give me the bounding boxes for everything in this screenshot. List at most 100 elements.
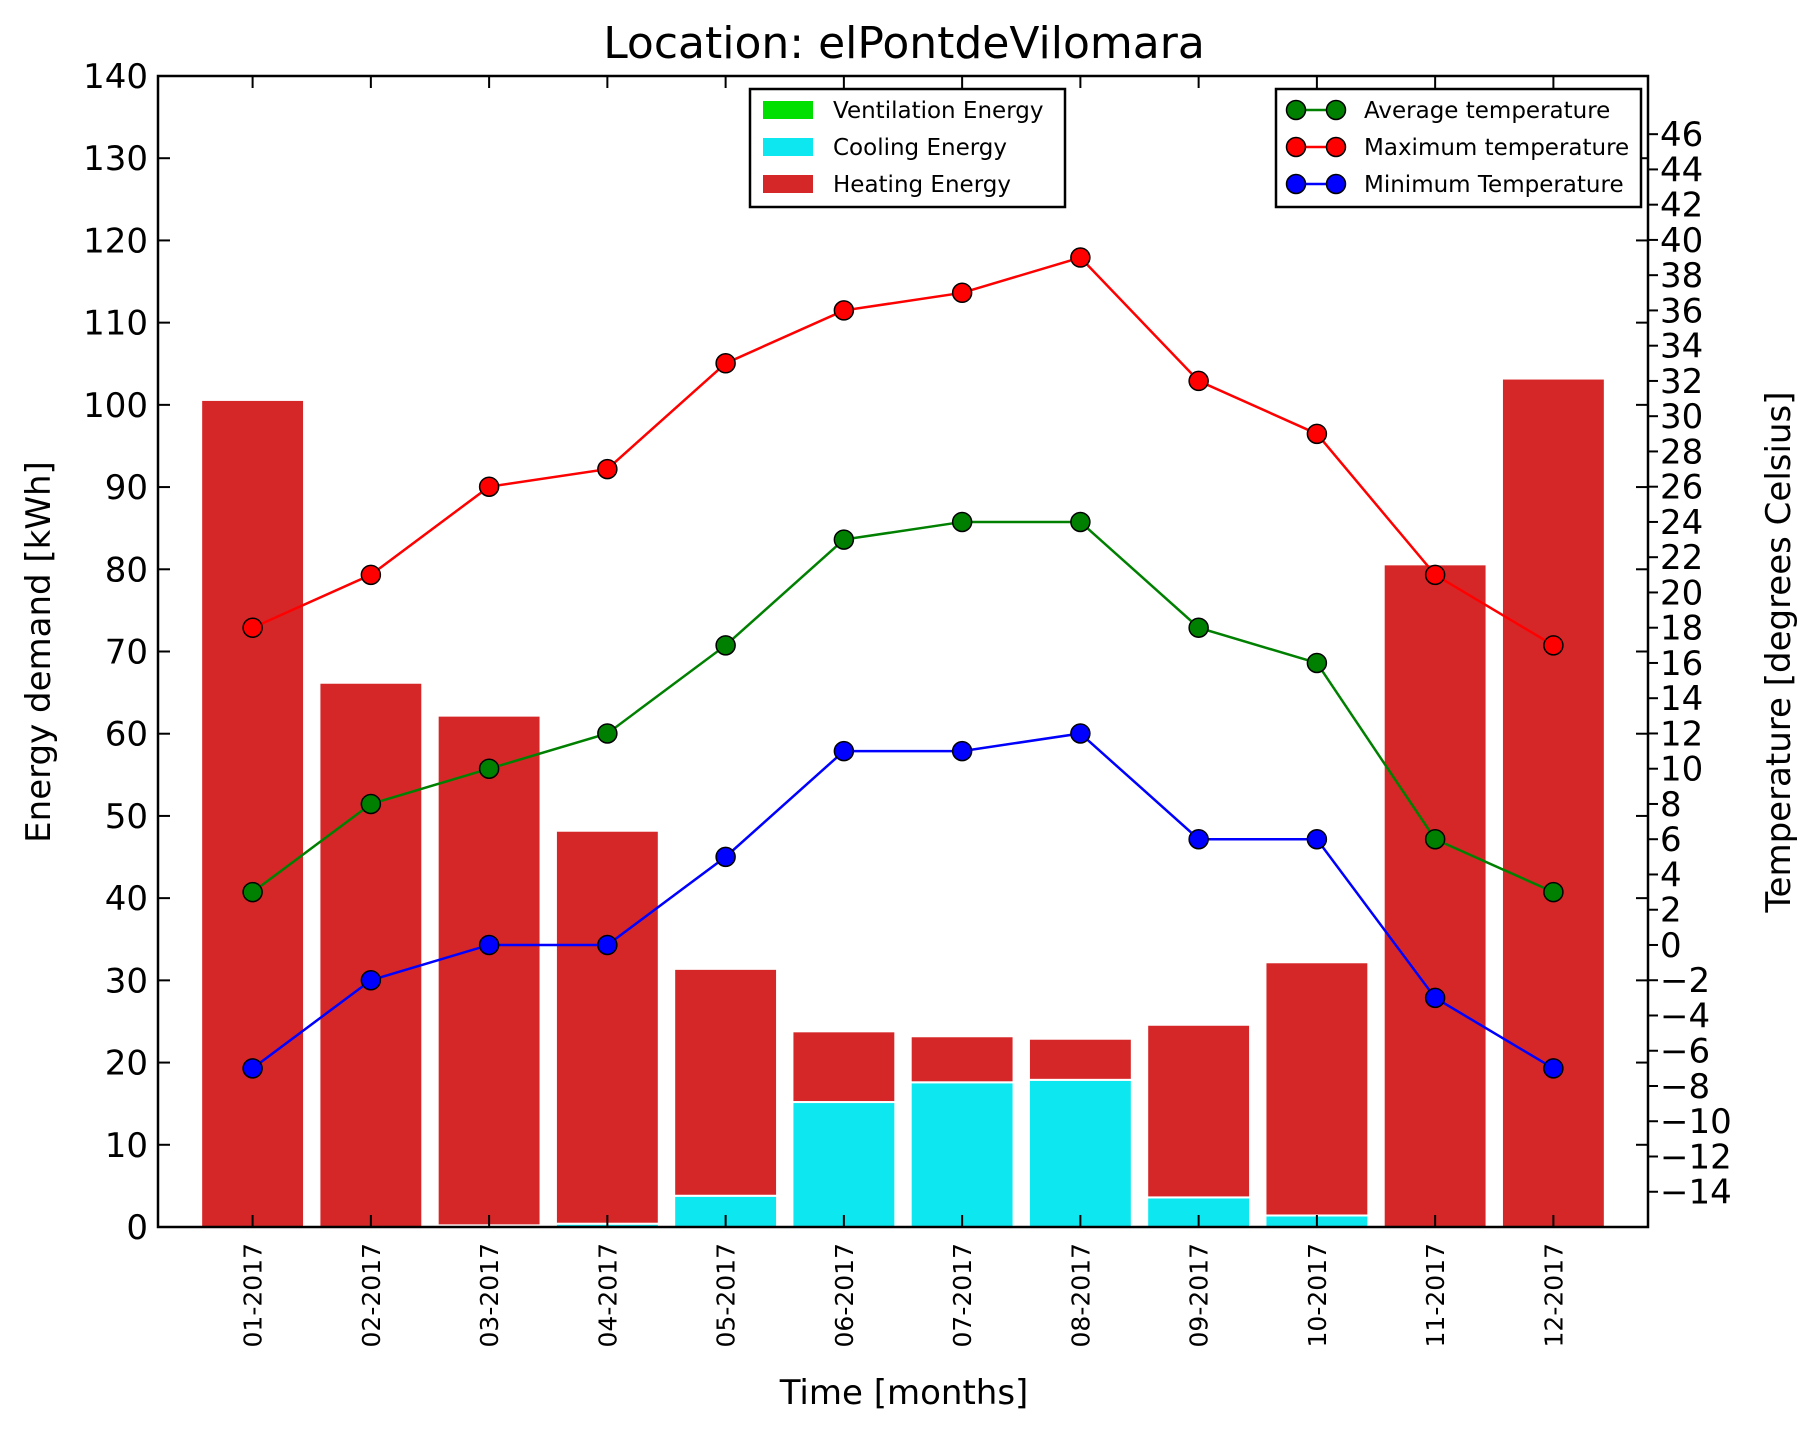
bar-heating-energy-04-2017 bbox=[554, 829, 660, 1225]
point-minimum-temperature-06-2017 bbox=[833, 740, 855, 762]
energy-legend: Ventilation Energy Cooling Energy Heating … bbox=[748, 87, 1067, 209]
y-tick-label-right: 18 bbox=[1660, 609, 1703, 649]
y-tick-label-right: −10 bbox=[1660, 1102, 1732, 1142]
x-tick-label-04-2017: 04-2017 bbox=[593, 1243, 622, 1347]
point-maximum-temperature-07-2017 bbox=[951, 282, 973, 304]
point-average-temperature-09-2017 bbox=[1188, 617, 1209, 638]
chart-title: Location: elPontdeVilomara bbox=[603, 18, 1205, 69]
legend-label-average-temperature: Average temperature bbox=[1364, 98, 1610, 124]
y-tick-label-right: 28 bbox=[1660, 432, 1703, 472]
legend-label-ventilation-energy: Ventilation Energy bbox=[833, 98, 1043, 124]
y-tick-label-right: 22 bbox=[1660, 538, 1703, 578]
x-tick-label-03-2017: 03-2017 bbox=[475, 1243, 504, 1347]
y-tick-label-right: 14 bbox=[1660, 679, 1703, 719]
point-average-temperature-04-2017 bbox=[597, 723, 618, 744]
y-tick-label-right: 26 bbox=[1660, 468, 1703, 508]
x-tick-label-09-2017: 09-2017 bbox=[1185, 1243, 1214, 1347]
y-tick-label-right: 42 bbox=[1660, 186, 1703, 226]
y-tick-label-left: 120 bbox=[83, 221, 148, 261]
line-average-temperature bbox=[251, 520, 1554, 894]
legend-label-cooling-energy: Cooling Energy bbox=[833, 135, 1007, 161]
y-tick-label-right: −4 bbox=[1660, 996, 1710, 1036]
point-average-temperature-08-2017 bbox=[1070, 511, 1091, 533]
y-tick-label-right: −14 bbox=[1660, 1173, 1732, 1213]
y-tick-label-left: 10 bbox=[105, 1126, 148, 1166]
x-tick-label-07-2017: 07-2017 bbox=[948, 1243, 977, 1347]
legend-swatch-heating-energy bbox=[763, 175, 813, 193]
y-tick-label-left: 140 bbox=[83, 57, 148, 97]
point-minimum-temperature-12-2017 bbox=[1543, 1058, 1564, 1079]
point-minimum-temperature-03-2017 bbox=[478, 934, 500, 956]
legend-swatch-cooling-energy bbox=[763, 138, 813, 156]
y-tick-label-left: 30 bbox=[105, 961, 148, 1001]
point-maximum-temperature-11-2017 bbox=[1424, 564, 1446, 586]
point-maximum-temperature-01-2017 bbox=[242, 617, 263, 638]
y-tick-label-right: 38 bbox=[1660, 256, 1703, 296]
point-minimum-temperature-08-2017 bbox=[1070, 723, 1091, 744]
bar-heating-energy-09-2017 bbox=[1146, 1023, 1252, 1199]
point-average-temperature-01-2017 bbox=[242, 881, 263, 903]
bar-cooling-energy-08-2017 bbox=[1027, 1078, 1133, 1228]
point-minimum-temperature-01-2017 bbox=[242, 1058, 263, 1079]
y-tick-label-right: 44 bbox=[1660, 150, 1703, 190]
point-average-temperature-02-2017 bbox=[360, 793, 382, 815]
point-average-temperature-10-2017 bbox=[1306, 652, 1328, 674]
y-tick-label-right: 36 bbox=[1660, 291, 1703, 331]
point-minimum-temperature-02-2017 bbox=[360, 969, 382, 991]
bar-heating-energy-02-2017 bbox=[318, 681, 424, 1228]
x-tick-label-11-2017: 11-2017 bbox=[1421, 1243, 1450, 1347]
x-tick-label-01-2017: 01-2017 bbox=[239, 1243, 268, 1347]
y-tick-label-left: 100 bbox=[83, 386, 148, 426]
x-tick-label-12-2017: 12-2017 bbox=[1539, 1243, 1568, 1347]
point-maximum-temperature-06-2017 bbox=[833, 300, 855, 321]
y-tick-label-left: 40 bbox=[105, 879, 148, 919]
y-tick-label-right: 30 bbox=[1660, 397, 1703, 437]
y-tick-label-right: −6 bbox=[1660, 1032, 1710, 1072]
y-tick-label-left: 60 bbox=[105, 715, 148, 755]
y-tick-label-right: 8 bbox=[1660, 785, 1682, 825]
y-tick-label-right: −12 bbox=[1660, 1137, 1732, 1177]
y-tick-label-right: 12 bbox=[1660, 714, 1703, 754]
point-minimum-temperature-10-2017 bbox=[1306, 828, 1328, 850]
y-tick-label-right: 20 bbox=[1660, 573, 1703, 613]
legend-label-heating-energy: Heating Energy bbox=[833, 172, 1011, 198]
y-tick-label-left: 20 bbox=[105, 1044, 148, 1084]
point-minimum-temperature-05-2017 bbox=[715, 846, 736, 868]
point-minimum-temperature-07-2017 bbox=[951, 740, 973, 762]
y-tick-label-right: 6 bbox=[1660, 820, 1682, 860]
legend-swatch-ventilation-energy bbox=[763, 101, 813, 119]
y-tick-label-right: 10 bbox=[1660, 750, 1703, 790]
point-maximum-temperature-09-2017 bbox=[1188, 370, 1209, 392]
point-minimum-temperature-09-2017 bbox=[1188, 828, 1209, 850]
y-tick-label-right: 2 bbox=[1660, 891, 1682, 931]
point-maximum-temperature-08-2017 bbox=[1070, 247, 1091, 268]
y-axis-label-left: Energy demand [kWh] bbox=[19, 461, 59, 843]
legend-label-maximum-temperature: Maximum temperature bbox=[1364, 135, 1629, 161]
x-axis-label: Time [months] bbox=[779, 1373, 1029, 1413]
bar-heating-energy-11-2017 bbox=[1382, 563, 1488, 1228]
x-tick-label-05-2017: 05-2017 bbox=[712, 1243, 741, 1347]
bar-heating-energy-12-2017 bbox=[1500, 377, 1606, 1228]
bar-cooling-energy-07-2017 bbox=[909, 1081, 1015, 1228]
y-tick-label-right: 4 bbox=[1660, 855, 1682, 895]
y-tick-label-left: 50 bbox=[105, 797, 148, 837]
point-average-temperature-07-2017 bbox=[951, 511, 973, 533]
point-average-temperature-06-2017 bbox=[833, 529, 855, 550]
point-average-temperature-05-2017 bbox=[715, 635, 736, 656]
x-tick-label-02-2017: 02-2017 bbox=[357, 1243, 386, 1347]
point-maximum-temperature-05-2017 bbox=[715, 353, 736, 374]
y-axis-label-right: Temperature [degrees Celsius] bbox=[1759, 392, 1799, 914]
line-minimum-temperature bbox=[251, 732, 1555, 1070]
y-tick-label-left: 70 bbox=[105, 633, 148, 673]
y-tick-label-right: 34 bbox=[1660, 327, 1703, 367]
y-tick-label-right: 24 bbox=[1660, 503, 1703, 543]
point-average-temperature-03-2017 bbox=[478, 758, 500, 779]
point-maximum-temperature-04-2017 bbox=[597, 458, 618, 480]
bar-heating-energy-08-2017 bbox=[1027, 1037, 1133, 1081]
bar-heating-energy-07-2017 bbox=[909, 1035, 1015, 1084]
point-maximum-temperature-10-2017 bbox=[1306, 423, 1328, 445]
x-tick-label-08-2017: 08-2017 bbox=[1066, 1243, 1095, 1347]
y-tick-label-right: 32 bbox=[1660, 362, 1703, 402]
y-tick-label-left: 80 bbox=[105, 550, 148, 590]
point-minimum-temperature-11-2017 bbox=[1424, 987, 1446, 1009]
